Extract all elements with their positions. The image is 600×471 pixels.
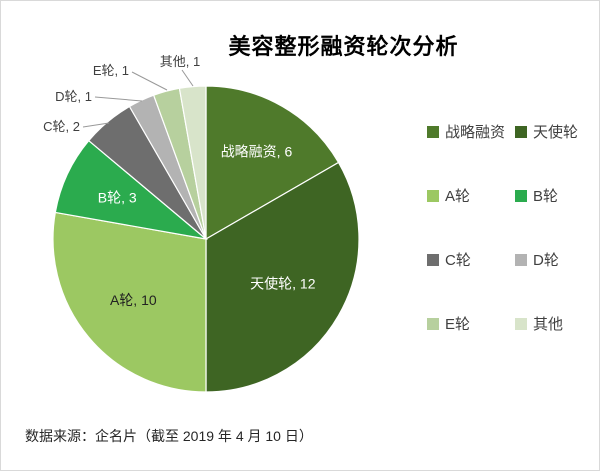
legend-swatch: [515, 317, 527, 330]
legend-label: C轮: [445, 252, 471, 269]
legend-swatch: [427, 317, 439, 330]
legend-item: 天使轮: [515, 121, 599, 142]
pie-slice-A轮: [52, 211, 207, 393]
legend-item: B轮: [515, 185, 599, 206]
callout-leader-line: [82, 122, 110, 128]
legend-label: A轮: [445, 188, 471, 205]
callout-leader-line: [181, 69, 194, 87]
legend-item: 其他: [515, 313, 599, 334]
pie-data-label: A轮, 10: [110, 292, 157, 308]
legend-swatch: [515, 189, 527, 202]
callout-leader-line: [131, 71, 168, 91]
legend-swatch: [427, 125, 439, 138]
legend-item: C轮: [427, 249, 513, 270]
pie-slice-其他: [178, 85, 207, 240]
legend-label: E轮: [445, 316, 471, 333]
callout-leader-line: [94, 96, 143, 102]
legend-item: E轮: [427, 313, 513, 334]
legend-item: A轮: [427, 185, 513, 206]
chart-title: 美容整形融资轮次分析: [228, 34, 459, 59]
legend: 战略融资 天使轮 A轮 B轮 C轮 D轮 E轮 其他: [427, 121, 599, 334]
pie-slice-天使轮: [205, 161, 360, 393]
pie-data-label: 其他, 1: [160, 54, 200, 69]
pie-data-label: E轮, 1: [93, 63, 129, 78]
legend-swatch: [515, 253, 527, 266]
legend-label: 其他: [533, 316, 564, 333]
pie-data-label: D轮, 1: [55, 89, 92, 104]
legend-label: 天使轮: [533, 124, 579, 141]
legend-item: 战略融资: [427, 121, 513, 142]
pie-data-label: 天使轮, 12: [250, 275, 316, 291]
legend-swatch: [515, 125, 527, 138]
pie-data-label: 战略融资, 6: [221, 144, 293, 160]
legend-swatch: [427, 253, 439, 266]
pie-data-label: B轮, 3: [98, 190, 137, 206]
legend-label: 战略融资: [445, 124, 506, 141]
source-note: 数据来源：企名片（截至 2019 年 4 月 10 日）: [25, 428, 313, 444]
legend-label: B轮: [533, 188, 559, 205]
legend-label: D轮: [533, 252, 559, 269]
pie-data-label: C轮, 2: [43, 119, 80, 134]
pie-slice-战略融资: [205, 85, 340, 241]
legend-swatch: [427, 189, 439, 202]
legend-item: D轮: [515, 249, 599, 270]
